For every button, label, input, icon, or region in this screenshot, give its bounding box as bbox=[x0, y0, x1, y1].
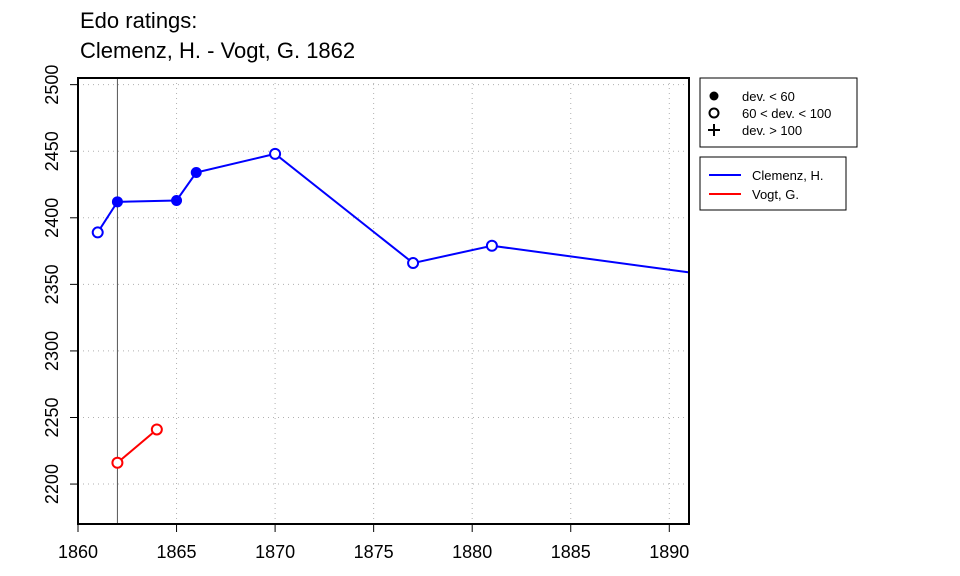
data-point bbox=[269, 147, 282, 160]
y-tick-label: 2400 bbox=[42, 198, 62, 238]
deviation-legend-label: dev. < 60 bbox=[742, 89, 795, 104]
series-legend bbox=[699, 156, 847, 211]
data-point bbox=[485, 239, 498, 252]
data-point bbox=[111, 196, 123, 208]
series-legend-label: Clemenz, H. bbox=[752, 168, 824, 183]
data-point bbox=[150, 423, 163, 436]
series-line bbox=[116, 428, 158, 464]
series-legend-label: Vogt, G. bbox=[752, 187, 799, 202]
plot-frame bbox=[77, 77, 690, 525]
data-point bbox=[111, 456, 124, 469]
y-tick-label: 2350 bbox=[42, 264, 62, 304]
data-point bbox=[190, 167, 202, 179]
y-tick-label: 2300 bbox=[42, 331, 62, 371]
data-point bbox=[91, 226, 104, 239]
y-tick-label: 2200 bbox=[42, 464, 62, 504]
x-tick-label: 1885 bbox=[551, 542, 591, 562]
deviation-legend bbox=[699, 77, 858, 148]
x-tick-label: 1865 bbox=[157, 542, 197, 562]
chart-title: Edo ratings: bbox=[80, 8, 198, 33]
y-tick-label: 2500 bbox=[42, 65, 62, 105]
data-point bbox=[171, 194, 183, 206]
y-tick-label: 2450 bbox=[42, 131, 62, 171]
legend-symbol-filled bbox=[709, 91, 719, 101]
x-tick-label: 1870 bbox=[255, 542, 295, 562]
deviation-legend-label: dev. > 100 bbox=[742, 123, 802, 138]
x-tick-label: 1875 bbox=[354, 542, 394, 562]
y-tick-label: 2250 bbox=[42, 397, 62, 437]
chart-subtitle: Clemenz, H. - Vogt, G. 1862 bbox=[80, 38, 356, 63]
series-line bbox=[96, 152, 690, 274]
data-point bbox=[407, 257, 420, 270]
deviation-legend-label: 60 < dev. < 100 bbox=[742, 106, 831, 121]
x-tick-label: 1890 bbox=[649, 542, 689, 562]
x-tick-label: 1860 bbox=[58, 542, 98, 562]
x-tick-label: 1880 bbox=[452, 542, 492, 562]
legend-symbol-open bbox=[708, 107, 720, 119]
